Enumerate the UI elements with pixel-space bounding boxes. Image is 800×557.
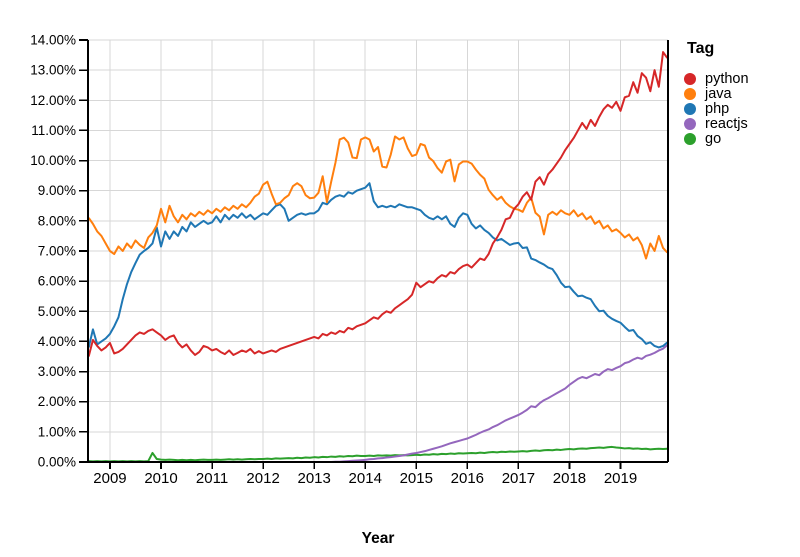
x-tick-label: 2019 — [604, 470, 637, 487]
legend-label-php: php — [705, 100, 730, 117]
legend-label-python: python — [705, 70, 749, 87]
x-tick-label: 2015 — [400, 470, 433, 487]
legend-swatch-java-icon — [684, 87, 696, 100]
y-tick-label: 11.00% — [31, 123, 76, 138]
legend-swatch-python-icon — [684, 72, 696, 85]
legend-swatch-go-icon — [684, 133, 696, 146]
y-tick-label: 0.00% — [38, 455, 76, 470]
legend-item-java: java — [684, 85, 749, 102]
legend-swatch-php-icon — [684, 102, 696, 115]
x-axis-title: Year — [361, 530, 395, 547]
x-tick-label: 2014 — [349, 470, 382, 487]
series-line-python — [87, 51, 669, 357]
y-tick-label: 9.00% — [38, 183, 76, 198]
x-tick-label: 2013 — [297, 470, 330, 487]
y-tick-label: 13.00% — [30, 63, 76, 78]
y-tick-label: 1.00% — [38, 424, 76, 439]
x-tick-label: 2018 — [553, 470, 586, 487]
y-tick-label: 14.00% — [30, 33, 76, 48]
legend: python java php reactjs go — [684, 71, 749, 147]
x-tick-label: 2011 — [196, 470, 228, 487]
y-tick-label: 6.00% — [38, 274, 76, 289]
y-tick-label: 8.00% — [38, 213, 76, 228]
x-tick-label: 2010 — [144, 470, 177, 487]
legend-item-reactjs: reactjs — [684, 116, 749, 133]
y-tick-label: 3.00% — [38, 364, 76, 379]
y-tick-label: 12.00% — [30, 93, 76, 108]
x-tick-label: 2016 — [451, 470, 484, 487]
y-tick-label: 10.00% — [30, 153, 76, 168]
x-tick-label: 2009 — [93, 470, 126, 487]
legend-item-go: go — [684, 131, 749, 148]
legend-label-reactjs: reactjs — [705, 116, 748, 133]
legend-item-php: php — [684, 100, 749, 117]
x-tick-label: 2017 — [502, 470, 535, 487]
x-tick-label: 2012 — [246, 470, 279, 487]
series-line-php — [87, 182, 668, 349]
y-tick-label: 7.00% — [38, 244, 76, 259]
y-tick-label: 4.00% — [38, 334, 76, 349]
series-line-go — [88, 445, 668, 463]
legend-label-go: go — [705, 131, 722, 148]
series-line-reactjs — [88, 344, 668, 463]
y-tick-label: 2.00% — [38, 394, 76, 409]
legend-swatch-reactjs-icon — [684, 118, 696, 131]
legend-title: Tag — [687, 40, 715, 57]
legend-label-java: java — [705, 85, 732, 102]
legend-item-python: python — [684, 70, 749, 87]
series-line-java — [87, 135, 669, 260]
y-tick-label: 5.00% — [38, 304, 76, 319]
